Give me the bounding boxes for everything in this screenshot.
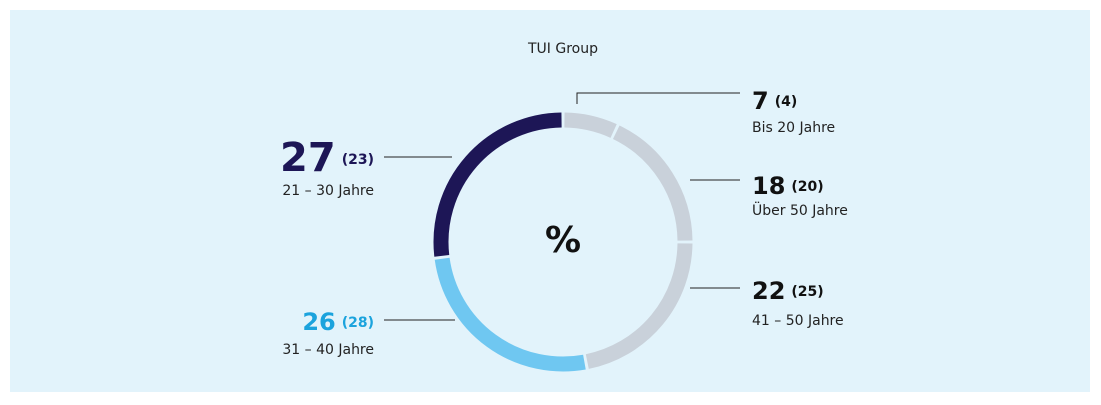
value: 18 bbox=[752, 172, 785, 200]
category-label: Bis 20 Jahre bbox=[752, 120, 835, 136]
donut-segment bbox=[564, 112, 617, 138]
chart-title: TUI Group bbox=[527, 41, 598, 57]
value: 7 bbox=[752, 87, 769, 115]
value-label: 18 (20) bbox=[752, 172, 824, 200]
category-label: 21 – 30 Jahre bbox=[282, 183, 374, 199]
donut-segment bbox=[585, 243, 693, 369]
category-label: 41 – 50 Jahre bbox=[752, 313, 844, 329]
category-label: 31 – 40 Jahre bbox=[282, 342, 374, 358]
value-label: 7 (4) bbox=[752, 87, 797, 115]
category-label: Über 50 Jahre bbox=[752, 201, 848, 219]
donut-segment bbox=[434, 257, 586, 372]
value: 26 bbox=[302, 308, 335, 336]
panel bbox=[10, 10, 1090, 392]
previous-value: (25) bbox=[791, 284, 823, 300]
previous-value: (23) bbox=[342, 152, 374, 168]
value-label: 27 (23) bbox=[280, 135, 374, 181]
previous-value: (20) bbox=[791, 179, 823, 195]
leader-line bbox=[576, 92, 740, 104]
center-label: % bbox=[545, 220, 581, 261]
donut-segment bbox=[433, 112, 562, 257]
donut-segment bbox=[612, 125, 693, 241]
value: 22 bbox=[752, 277, 785, 305]
value: 27 bbox=[280, 135, 336, 181]
value-label: 22 (25) bbox=[752, 277, 824, 305]
previous-value: (28) bbox=[342, 315, 374, 331]
previous-value: (4) bbox=[775, 94, 798, 110]
value-label: 26 (28) bbox=[302, 308, 374, 336]
